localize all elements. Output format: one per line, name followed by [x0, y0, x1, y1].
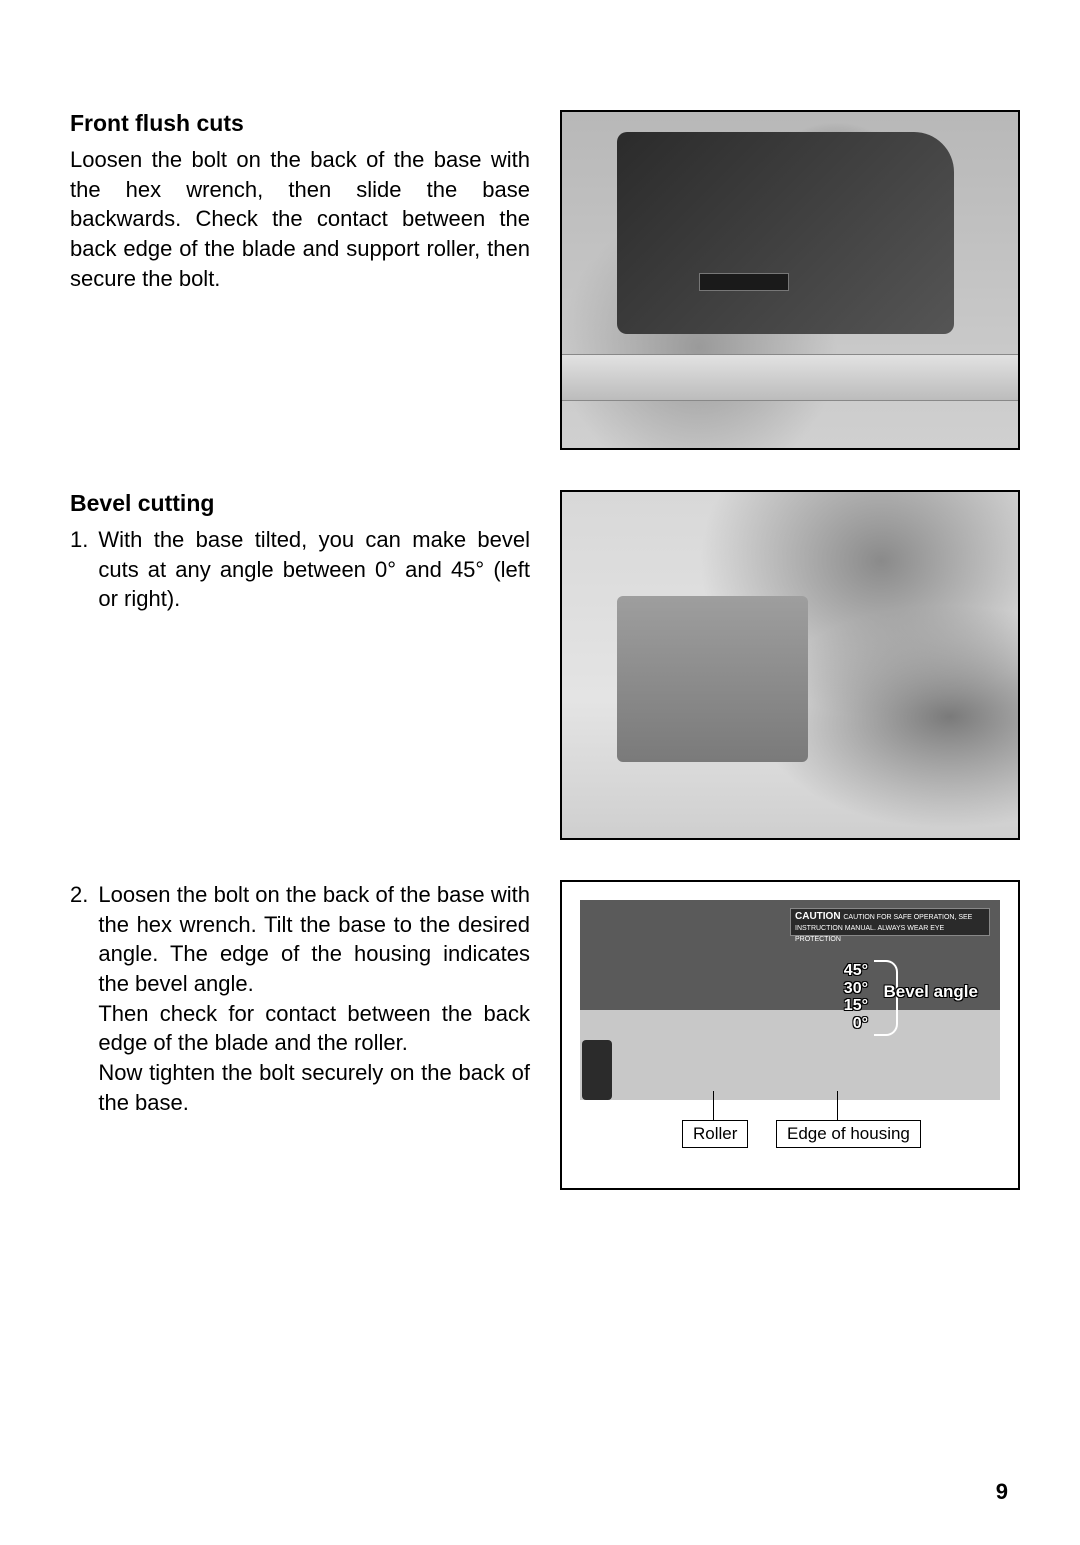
text-col-3: 2. Loosen the bolt on the back of the ba… [70, 880, 530, 1190]
figure-1-col [560, 110, 1020, 450]
fig3-label-roller: Roller [682, 1120, 748, 1148]
fig3-bevel-label: Bevel angle [884, 982, 979, 1002]
section-bevel-2: 2. Loosen the bolt on the back of the ba… [70, 880, 1020, 1190]
figure-1 [560, 110, 1020, 450]
figure-2-col [560, 490, 1020, 840]
angle-0: 0° [844, 1015, 868, 1033]
section-bevel-1: Bevel cutting 1. With the base tilted, y… [70, 490, 1020, 840]
p1: Loosen the bolt on the back of the base … [98, 880, 530, 999]
p2: Then check for contact between the back … [98, 999, 530, 1058]
text-col-1: Front flush cuts Loosen the bolt on the … [70, 110, 530, 450]
body-front-flush: Loosen the bolt on the back of the base … [70, 145, 530, 293]
page-number: 9 [996, 1479, 1008, 1505]
heading-front-flush: Front flush cuts [70, 110, 530, 137]
fig1-caution-sticker [699, 273, 789, 291]
section-front-flush: Front flush cuts Loosen the bolt on the … [70, 110, 1020, 450]
list-item-1: 1. With the base tilted, you can make be… [70, 525, 530, 614]
list-num-1: 1. [70, 525, 88, 614]
fig3-caution-label: CAUTION CAUTION FOR SAFE OPERATION, SEE … [790, 908, 990, 936]
p3: Now tighten the bolt securely on the bac… [98, 1058, 530, 1117]
angle-45: 45° [844, 962, 868, 980]
angle-30: 30° [844, 980, 868, 998]
figure-3-col: CAUTION CAUTION FOR SAFE OPERATION, SEE … [560, 880, 1020, 1190]
fig2-tool [617, 596, 809, 762]
figure-2 [560, 490, 1020, 840]
fig1-saw [617, 132, 954, 334]
heading-bevel: Bevel cutting [70, 490, 530, 517]
text-col-2: Bevel cutting 1. With the base tilted, y… [70, 490, 530, 840]
fig1-wood [562, 354, 1018, 401]
list-body-1: With the base tilted, you can make bevel… [98, 525, 530, 614]
fig3-angles: 45° 30° 15° 0° [844, 962, 868, 1032]
list-num-2: 2. [70, 880, 88, 1118]
figure-3: CAUTION CAUTION FOR SAFE OPERATION, SEE … [560, 880, 1020, 1190]
fig3-label-edge: Edge of housing [776, 1120, 921, 1148]
fig3-roller-shape [582, 1040, 612, 1100]
list-body-2: Loosen the bolt on the back of the base … [98, 880, 530, 1118]
list-item-2: 2. Loosen the bolt on the back of the ba… [70, 880, 530, 1118]
angle-15: 15° [844, 997, 868, 1015]
